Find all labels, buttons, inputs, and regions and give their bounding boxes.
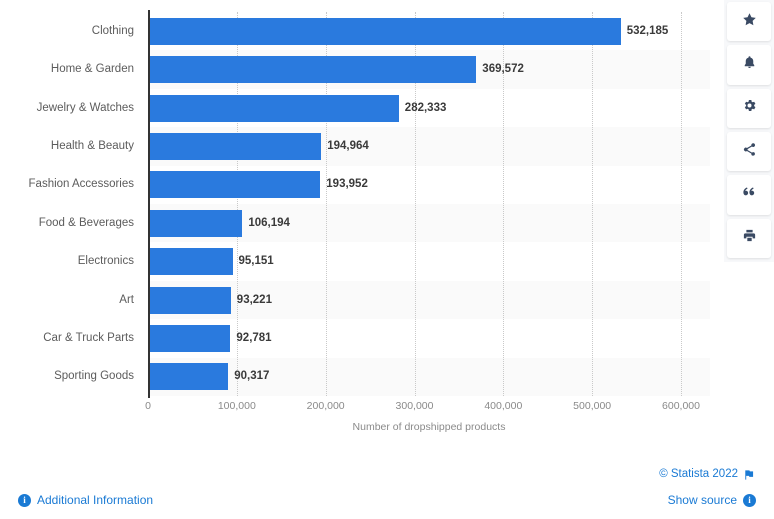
bar[interactable]: [148, 286, 231, 314]
bar-value-label: 106,194: [248, 216, 290, 229]
bar-value-label: 193,952: [326, 178, 368, 191]
row-stripe: [148, 357, 710, 396]
gear-icon: [742, 98, 757, 118]
category-label: Art: [119, 293, 134, 306]
additional-information-label: Additional Information: [37, 493, 154, 507]
bar[interactable]: [148, 171, 321, 199]
x-tick-label: 200,000: [306, 400, 345, 412]
bar-value-label: 90,317: [234, 370, 270, 383]
bar[interactable]: [148, 248, 233, 276]
category-label: Food & Beverages: [38, 216, 134, 229]
share-icon: [742, 142, 757, 162]
category-label: Car & Truck Parts: [43, 331, 134, 344]
cite-button[interactable]: [727, 175, 771, 215]
bar-value-label: 92,781: [236, 331, 272, 344]
bar-value-label: 282,333: [404, 101, 447, 114]
action-toolbar: [724, 0, 774, 262]
show-source-link[interactable]: Show source i: [668, 493, 756, 507]
bar-value-label: 194,964: [327, 139, 369, 152]
gridline: [681, 12, 682, 396]
bar[interactable]: [148, 132, 322, 160]
x-tick-label: 0: [145, 400, 151, 412]
favorite-button[interactable]: [727, 2, 771, 42]
bar-value-label: 369,572: [482, 63, 524, 76]
bar-value-label: 95,151: [238, 255, 274, 268]
category-label: Clothing: [91, 24, 134, 37]
x-axis-title: Number of dropshipped products: [352, 421, 506, 433]
gridline: [503, 12, 505, 396]
show-source-label: Show source: [667, 493, 737, 507]
info-icon: i: [743, 493, 756, 507]
x-axis-tick-labels: 0 100,000 200,000 300,000 400,000 500,000 600,…: [0, 400, 722, 416]
y-axis-line: [148, 10, 150, 398]
category-label: Jewelry & Watches: [36, 101, 134, 114]
footer: © Statista 2022 i Additional Information…: [0, 452, 774, 519]
x-tick-label: 300,000: [395, 400, 434, 412]
gridline: [414, 12, 416, 396]
flag-icon[interactable]: [743, 468, 754, 486]
gridline: [236, 12, 238, 396]
bar-value-label: 93,221: [236, 293, 272, 306]
share-button[interactable]: [727, 131, 771, 172]
category-label: Electronics: [77, 255, 134, 268]
settings-button[interactable]: [727, 88, 771, 128]
bar-chart: Clothing Home & Garden Jewelry & Watches He…: [0, 10, 722, 433]
category-label: Health & Beauty: [50, 139, 134, 152]
category-axis-labels: Clothing Home & Garden Jewelry & Watches He…: [0, 12, 142, 396]
bar[interactable]: [148, 363, 229, 391]
category-label: Fashion Accessories: [28, 178, 134, 191]
notifications-button[interactable]: [727, 45, 771, 85]
row-stripe: [148, 280, 710, 320]
print-icon: [742, 228, 757, 248]
bar[interactable]: [148, 17, 621, 45]
additional-information-link[interactable]: i Additional Information: [18, 493, 153, 507]
info-icon: i: [18, 493, 31, 507]
print-button[interactable]: [727, 218, 771, 258]
plot-area: 532,185 369,572 282,333 194,964 193,952 106,1…: [148, 12, 710, 396]
gridline: [325, 12, 327, 396]
gridline: [592, 12, 594, 396]
category-label: Home & Garden: [50, 63, 134, 76]
x-tick-label: 100,000: [217, 400, 256, 412]
x-tick-label: 600,000: [662, 400, 700, 412]
x-tick-label: 400,000: [484, 400, 523, 412]
copyright-text: © Statista 2022: [659, 468, 738, 480]
bar-value-label: 532,185: [626, 24, 669, 37]
category-label: Sporting Goods: [54, 370, 134, 383]
bar[interactable]: [148, 324, 231, 352]
quote-icon: [742, 185, 757, 205]
bar[interactable]: [148, 56, 477, 84]
x-tick-label: 500,000: [573, 400, 612, 412]
bar[interactable]: [148, 94, 399, 122]
bell-icon: [742, 55, 757, 75]
bar[interactable]: [148, 209, 243, 237]
favorite-icon: [742, 12, 757, 32]
